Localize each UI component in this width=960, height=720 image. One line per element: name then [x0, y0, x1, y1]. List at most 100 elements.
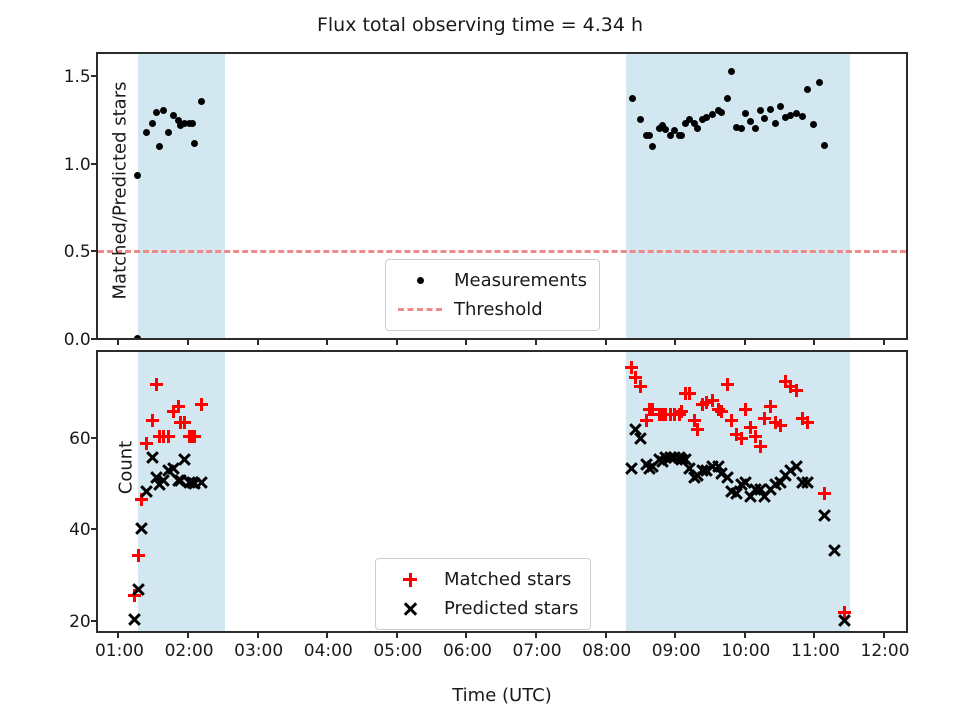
data-point-dot — [757, 106, 765, 114]
x-tick-mark — [743, 338, 746, 345]
data-point-dot — [776, 103, 784, 111]
data-point-cross — [633, 431, 648, 446]
data-point-cross — [789, 459, 804, 474]
data-point-cross — [817, 508, 832, 523]
x-tick-mark — [604, 338, 607, 345]
data-point-plus — [171, 399, 186, 414]
data-point-dot — [656, 125, 664, 132]
data-point-dot — [809, 120, 817, 128]
x-tick-mark: 12:00 — [861, 631, 910, 661]
legend-item-measurements: Measurements — [396, 266, 587, 295]
x-tick-mark: 11:00 — [791, 631, 840, 661]
legend-item-threshold: Threshold — [396, 295, 587, 324]
x-tick-mark — [535, 338, 538, 345]
data-point-dot — [662, 125, 670, 133]
legend-label-measurements: Measurements — [454, 270, 587, 291]
x-tick-label: 10:00 — [721, 641, 771, 661]
x-tick-mark: 07:00 — [513, 631, 562, 661]
data-point-dot — [752, 125, 760, 132]
data-point-plus — [645, 402, 660, 417]
y-tick-label: 60 — [69, 428, 91, 449]
data-point-plus — [734, 431, 749, 446]
x-tick-label: 08:00 — [582, 641, 632, 661]
data-point-plus — [705, 393, 720, 408]
data-point-plus — [729, 427, 744, 442]
predicted-stars-cross-icon — [386, 598, 434, 620]
x-tick-label: 12:00 — [860, 641, 910, 661]
data-point-dot — [747, 117, 755, 125]
data-point-cross — [837, 613, 852, 628]
data-point-dot — [771, 119, 779, 127]
data-point-dot — [678, 132, 686, 140]
data-point-plus — [753, 439, 768, 454]
data-point-plus — [748, 429, 763, 444]
data-point-cross — [134, 521, 149, 536]
y-tick-label: 40 — [69, 520, 91, 541]
data-point-plus — [743, 420, 758, 435]
data-point-plus — [695, 397, 710, 412]
y-tick-mark: 1.5 — [64, 67, 98, 87]
data-point-dot — [815, 78, 823, 86]
x-tick-mark — [813, 338, 816, 345]
data-point-dot — [152, 109, 160, 117]
data-point-plus — [682, 386, 697, 401]
x-tick-mark: 01:00 — [95, 631, 144, 661]
x-tick-mark: 08:00 — [582, 631, 631, 661]
data-point-dot — [694, 125, 702, 132]
data-point-plus — [145, 413, 160, 428]
data-point-plus — [817, 486, 832, 501]
data-point-plus — [768, 415, 783, 430]
x-tick-mark — [883, 338, 886, 345]
bottom-panel-axes: 20 40 60 01:00 02:00 03:00 04:00 05:00 06:00 07:… — [69, 350, 910, 661]
x-tick-mark: 05:00 — [373, 631, 422, 661]
data-point-dot — [170, 111, 178, 119]
data-point-dot — [766, 105, 774, 113]
top-panel-axes: 0.0 0.5 1.0 1.5 Matched/Predicted stars Mea… — [64, 52, 908, 350]
data-point-cross — [131, 582, 146, 597]
data-point-plus — [795, 411, 810, 426]
threshold-dashed-line-icon — [396, 299, 444, 321]
data-point-plus — [674, 404, 689, 419]
x-tick-mark: 04:00 — [304, 631, 353, 661]
observation-band — [138, 54, 226, 338]
x-tick-mark: 10:00 — [721, 631, 770, 661]
data-point-plus — [149, 377, 164, 392]
data-point-plus — [690, 422, 705, 437]
data-point-plus — [773, 418, 788, 433]
x-tick-mark — [256, 338, 259, 345]
top-panel-legend: Measurements Threshold — [385, 259, 600, 331]
data-point-cross — [127, 612, 142, 627]
data-point-dot — [134, 334, 142, 338]
legend-item-predicted-stars: Predicted stars — [386, 594, 578, 623]
y-tick-mark: 0.5 — [64, 242, 98, 262]
x-axis-label: Time (UTC) — [452, 685, 552, 706]
data-point-dot — [799, 112, 807, 120]
x-tick-label: 05:00 — [373, 641, 423, 661]
x-tick-mark — [395, 338, 398, 345]
data-point-dot — [709, 110, 717, 118]
data-point-dot — [134, 172, 142, 180]
x-tick-label: 01:00 — [94, 641, 144, 661]
x-tick-mark: 03:00 — [234, 631, 283, 661]
data-point-plus — [738, 402, 753, 417]
data-point-dot — [804, 85, 812, 93]
data-point-dot — [649, 143, 657, 151]
top-panel-y-axis-label: Matched/Predicted stars — [109, 81, 131, 300]
x-tick-mark — [187, 338, 190, 345]
data-point-dot — [197, 97, 205, 105]
data-point-dot — [174, 117, 182, 125]
data-point-dot — [191, 139, 199, 147]
data-point-dot — [761, 115, 769, 123]
data-point-plus — [639, 413, 654, 428]
legend-label-threshold: Threshold — [454, 299, 543, 320]
data-point-plus — [166, 404, 181, 419]
data-point-dot — [686, 116, 694, 124]
data-point-plus — [789, 383, 804, 398]
data-point-plus — [161, 429, 176, 444]
legend-label-matched-stars: Matched stars — [444, 569, 572, 590]
data-point-plus — [711, 402, 726, 417]
data-point-cross — [800, 475, 815, 490]
x-tick-label: 02:00 — [164, 641, 214, 661]
y-tick-label: 20 — [69, 611, 91, 632]
y-tick-label: 1.5 — [63, 67, 91, 88]
